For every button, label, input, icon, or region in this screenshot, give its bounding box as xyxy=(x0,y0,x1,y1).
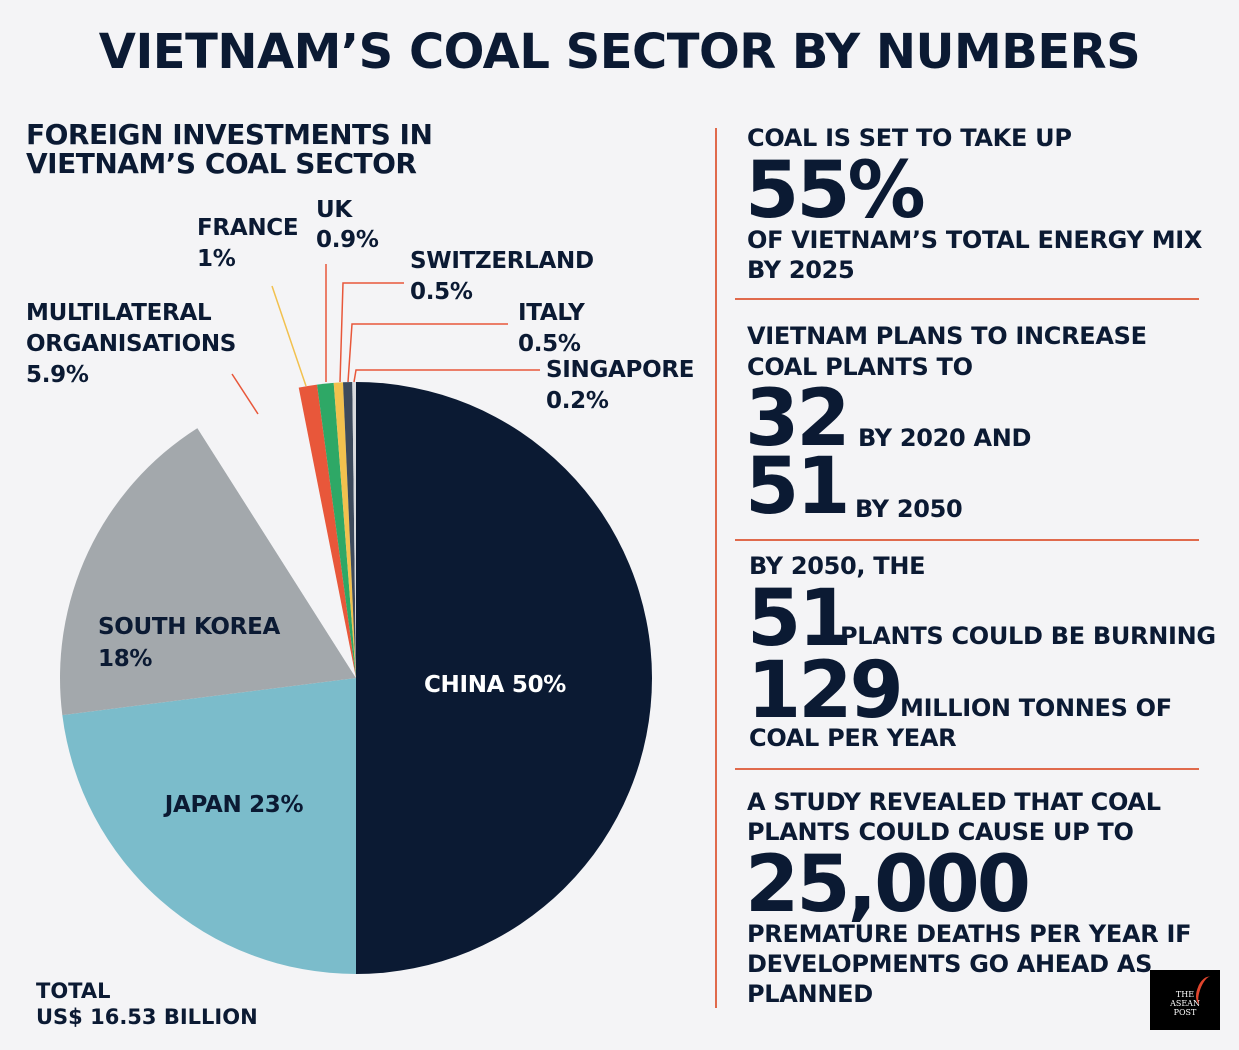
fact1-intro: COAL IS SET TO TAKE UP xyxy=(747,124,1072,152)
pie-slice-italy xyxy=(342,382,356,678)
slice-label-china: CHINA 50% xyxy=(424,672,566,698)
fact1-text-2: BY 2025 xyxy=(747,256,855,284)
chart-total: TOTAL US$ 16.53 BILLION xyxy=(36,978,258,1030)
leader-line-multilateral-organisations xyxy=(231,373,259,415)
total-value: US$ 16.53 BILLION xyxy=(36,1005,258,1029)
slice-label-multilateral-organisations: MULTILATERAL ORGANISATIONS 5.9% xyxy=(26,300,236,388)
slice-label-south-korea: SOUTH KOREA 18% xyxy=(98,614,281,672)
fact3-number-1: 51 xyxy=(747,574,853,664)
fact4-intro-1: A STUDY REVEALED THAT COAL xyxy=(747,788,1161,816)
chart-title-line-2: VIETNAM’S COAL SECTOR xyxy=(26,147,417,180)
fact2-text-1: BY 2020 AND xyxy=(858,424,1032,452)
pie-slice-uk xyxy=(317,382,356,678)
pie-slice-multilateral-organisations xyxy=(197,387,356,678)
logo-line-1: THE xyxy=(1175,990,1195,999)
pie-slice-france xyxy=(298,384,356,678)
fact2-intro-2: COAL PLANTS TO xyxy=(747,353,973,381)
slice-label-uk: UK 0.9% xyxy=(316,197,379,253)
fact-divider-2 xyxy=(735,539,1199,541)
logo-line-3: POST xyxy=(1173,1008,1197,1017)
slice-label-france: FRANCE 1% xyxy=(197,215,298,272)
pie-slice-switzerland xyxy=(333,382,356,678)
fact4-text-1: PREMATURE DEATHS PER YEAR IF xyxy=(747,920,1192,948)
fact2-intro-1: VIETNAM PLANS TO INCREASE xyxy=(747,322,1147,350)
chart-title-line-1: FOREIGN INVESTMENTS IN xyxy=(26,118,433,151)
pie-slice-japan xyxy=(62,678,356,974)
leader-line-france xyxy=(271,285,307,387)
pie-slice-singapore xyxy=(352,381,356,678)
pie-slice-south-korea xyxy=(59,428,356,716)
fact1-text-1: OF VIETNAM’S TOTAL ENERGY MIX xyxy=(747,226,1203,254)
fact3-text-1: PLANTS COULD BE BURNING xyxy=(840,622,1216,650)
leader-line-switzerland xyxy=(339,282,404,383)
slice-label-singapore: SINGAPORE 0.2% xyxy=(546,357,694,414)
slice-label-japan: JAPAN 23% xyxy=(163,792,304,818)
leader-line-singapore xyxy=(353,369,540,383)
fact4-intro-2: PLANTS COULD CAUSE UP TO xyxy=(747,818,1134,846)
fact3-intro: BY 2050, THE xyxy=(749,552,926,580)
column-divider xyxy=(715,128,717,1008)
slice-label-switzerland: SWITZERLAND 0.5% xyxy=(410,248,594,305)
fact4-number: 25,000 xyxy=(745,840,1031,930)
fact3-number-2: 129 xyxy=(747,646,904,736)
leader-line-italy xyxy=(347,323,508,383)
fact-divider-3 xyxy=(735,768,1199,770)
chart-title: FOREIGN INVESTMENTS IN VIETNAM’S COAL SE… xyxy=(26,120,496,178)
asean-post-logo: THE ASEAN POST xyxy=(1150,970,1220,1030)
total-label: TOTAL xyxy=(36,979,111,1003)
slice-label-italy: ITALY 0.5% xyxy=(518,300,585,357)
fact-divider-1 xyxy=(735,298,1199,300)
pie-slice-china xyxy=(356,382,652,974)
logo-line-2: ASEAN xyxy=(1170,999,1200,1008)
fact3-text-2: MILLION TONNES OF xyxy=(900,694,1172,722)
fact2-number-2: 51 xyxy=(745,442,851,532)
pie-chart: CHINA 50% JAPAN 23% SOUTH KOREA 18% MULTILAT… xyxy=(26,197,694,974)
fact4-text-3: PLANNED xyxy=(747,980,873,1008)
fact1-number: 55% xyxy=(745,146,926,236)
fact4-text-2: DEVELOPMENTS GO AHEAD AS xyxy=(747,950,1153,978)
fact2-text-2: BY 2050 xyxy=(855,495,963,523)
fact3-text-3: COAL PER YEAR xyxy=(749,724,957,752)
infographic-title: VIETNAM’S COAL SECTOR BY NUMBERS xyxy=(98,24,1141,80)
fact2-number-1: 32 xyxy=(745,374,851,464)
